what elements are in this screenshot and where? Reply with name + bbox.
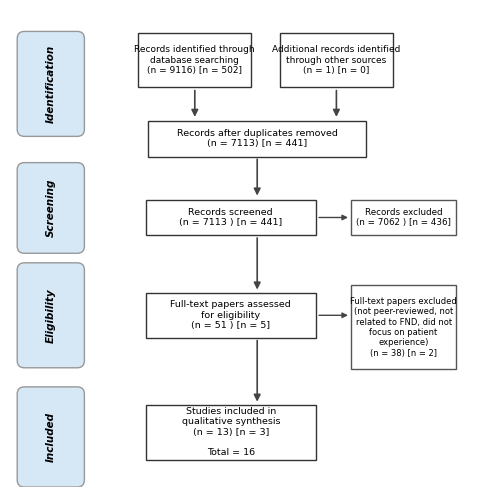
Text: Records screened
(n = 7113 ) [n = 441]: Records screened (n = 7113 ) [n = 441] — [179, 208, 282, 227]
Text: Records after duplicates removed
(n = 7113) [n = 441]: Records after duplicates removed (n = 71… — [177, 129, 338, 149]
FancyBboxPatch shape — [351, 200, 457, 236]
FancyBboxPatch shape — [148, 121, 366, 157]
Text: Records excluded
(n = 7062 ) [n = 436]: Records excluded (n = 7062 ) [n = 436] — [356, 208, 451, 227]
Text: Included: Included — [46, 412, 56, 462]
FancyBboxPatch shape — [146, 200, 316, 236]
FancyBboxPatch shape — [138, 33, 251, 87]
Text: Identification: Identification — [46, 45, 56, 123]
Text: Screening: Screening — [46, 179, 56, 237]
FancyBboxPatch shape — [146, 405, 316, 460]
FancyBboxPatch shape — [17, 163, 84, 253]
Text: Full-text papers assessed
for eligibility
(n = 51 ) [n = 5]: Full-text papers assessed for eligibilit… — [170, 300, 291, 330]
FancyBboxPatch shape — [17, 387, 84, 487]
FancyBboxPatch shape — [280, 33, 393, 87]
FancyBboxPatch shape — [351, 285, 457, 369]
Text: Additional records identified
through other sources
(n = 1) [n = 0]: Additional records identified through ot… — [272, 45, 400, 75]
FancyBboxPatch shape — [17, 31, 84, 136]
Text: Studies included in
qualitative synthesis
(n = 13) [n = 3]

Total = 16: Studies included in qualitative synthesi… — [182, 407, 280, 458]
Text: Eligibility: Eligibility — [46, 288, 56, 342]
Text: Records identified through
database searching
(n = 9116) [n = 502]: Records identified through database sear… — [134, 45, 255, 75]
Text: Full-text papers excluded
(not peer-reviewed, not
related to FND, did not
focus : Full-text papers excluded (not peer-revi… — [350, 297, 457, 358]
FancyBboxPatch shape — [146, 293, 316, 338]
FancyBboxPatch shape — [17, 263, 84, 368]
